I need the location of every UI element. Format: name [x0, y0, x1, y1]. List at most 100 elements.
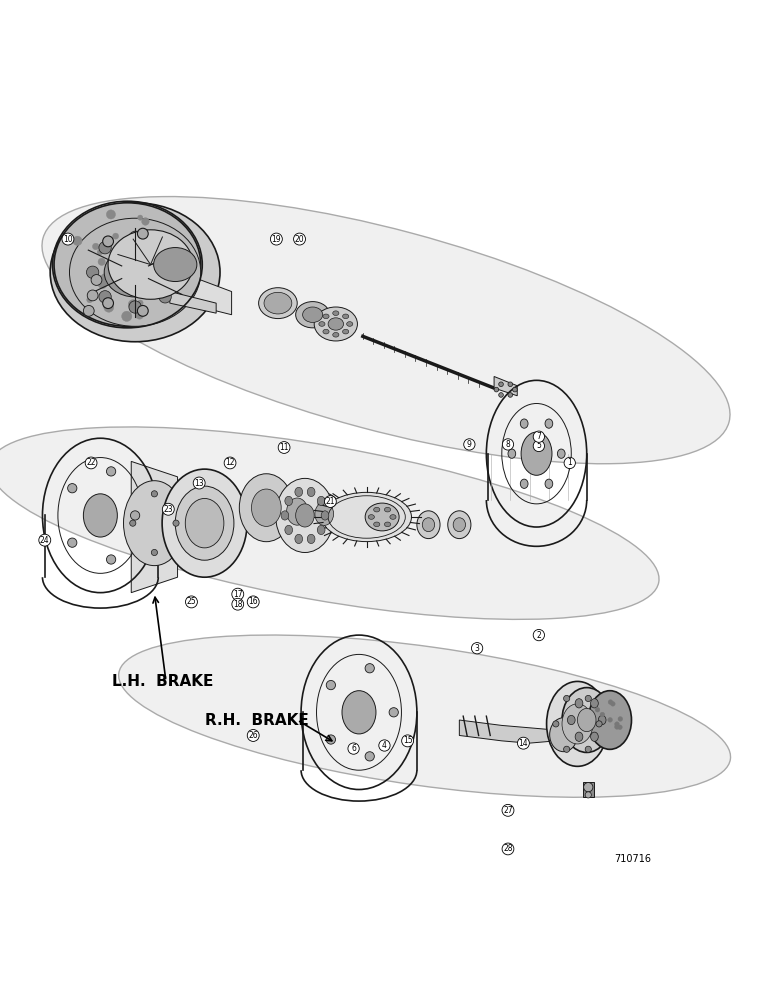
Ellipse shape [347, 322, 353, 326]
Circle shape [97, 249, 103, 255]
Circle shape [87, 290, 98, 301]
Ellipse shape [417, 511, 440, 539]
Ellipse shape [545, 419, 553, 428]
Circle shape [585, 792, 591, 798]
Ellipse shape [259, 288, 297, 319]
Ellipse shape [333, 332, 339, 337]
Ellipse shape [374, 507, 380, 512]
Ellipse shape [124, 481, 185, 566]
Circle shape [159, 291, 171, 303]
Polygon shape [170, 268, 232, 315]
Circle shape [137, 228, 148, 239]
Circle shape [618, 715, 622, 720]
Circle shape [68, 484, 77, 493]
Ellipse shape [104, 248, 166, 297]
Ellipse shape [252, 489, 281, 526]
Circle shape [585, 695, 591, 702]
Circle shape [107, 467, 116, 476]
Circle shape [164, 237, 174, 246]
Circle shape [159, 242, 171, 254]
Ellipse shape [296, 302, 330, 328]
Ellipse shape [285, 525, 293, 535]
Ellipse shape [545, 479, 553, 488]
Ellipse shape [83, 494, 117, 537]
Circle shape [327, 680, 336, 690]
Circle shape [610, 696, 615, 701]
Circle shape [168, 277, 174, 284]
Ellipse shape [374, 522, 380, 527]
Ellipse shape [0, 427, 659, 619]
Text: 17: 17 [233, 590, 242, 599]
Text: 7: 7 [537, 432, 541, 441]
Circle shape [131, 231, 139, 238]
Ellipse shape [317, 525, 325, 535]
Circle shape [83, 305, 94, 316]
Ellipse shape [520, 419, 528, 428]
Text: 19: 19 [272, 235, 281, 244]
Circle shape [130, 520, 136, 526]
Circle shape [596, 721, 602, 727]
Ellipse shape [317, 496, 325, 506]
Ellipse shape [314, 307, 357, 341]
Circle shape [129, 231, 141, 244]
Circle shape [173, 520, 179, 526]
Circle shape [101, 274, 107, 280]
Text: 16: 16 [249, 597, 258, 606]
Text: 14: 14 [519, 739, 528, 748]
Ellipse shape [365, 503, 399, 531]
Circle shape [141, 281, 149, 289]
Ellipse shape [175, 486, 234, 560]
Circle shape [122, 311, 132, 321]
Text: 5: 5 [537, 441, 541, 450]
Ellipse shape [315, 502, 334, 525]
Text: 25: 25 [187, 597, 196, 606]
Circle shape [612, 726, 617, 731]
Circle shape [161, 294, 169, 302]
Text: 13: 13 [195, 479, 204, 488]
Circle shape [137, 305, 148, 316]
Circle shape [138, 239, 143, 244]
Circle shape [619, 711, 624, 716]
Ellipse shape [285, 496, 293, 506]
Ellipse shape [453, 518, 466, 532]
Circle shape [141, 218, 149, 225]
Circle shape [128, 270, 133, 275]
Text: 20: 20 [295, 235, 304, 244]
Circle shape [103, 302, 113, 312]
Text: 2: 2 [537, 631, 541, 640]
Ellipse shape [521, 432, 552, 475]
Circle shape [499, 393, 503, 397]
Circle shape [594, 718, 598, 723]
Polygon shape [583, 782, 594, 797]
Circle shape [151, 549, 157, 556]
Ellipse shape [390, 515, 396, 519]
Polygon shape [459, 720, 556, 743]
Ellipse shape [598, 715, 606, 725]
Ellipse shape [333, 311, 339, 315]
Text: 24: 24 [40, 536, 49, 545]
Circle shape [129, 301, 141, 313]
Polygon shape [170, 292, 216, 313]
Circle shape [113, 233, 119, 239]
Circle shape [151, 491, 157, 497]
Ellipse shape [384, 522, 391, 527]
Text: 1: 1 [567, 458, 572, 467]
Ellipse shape [328, 318, 344, 330]
Text: 23: 23 [164, 505, 173, 514]
Text: 15: 15 [403, 736, 412, 745]
Ellipse shape [323, 329, 329, 334]
Ellipse shape [162, 469, 247, 577]
Ellipse shape [276, 478, 334, 552]
Ellipse shape [296, 504, 314, 527]
Ellipse shape [119, 635, 730, 797]
Ellipse shape [448, 511, 471, 539]
Ellipse shape [562, 704, 593, 744]
Circle shape [99, 291, 111, 303]
Circle shape [73, 236, 82, 245]
Circle shape [93, 243, 99, 250]
Ellipse shape [319, 322, 325, 326]
Circle shape [86, 266, 99, 278]
Circle shape [513, 387, 517, 392]
Text: 6: 6 [351, 744, 356, 753]
Ellipse shape [307, 487, 315, 497]
